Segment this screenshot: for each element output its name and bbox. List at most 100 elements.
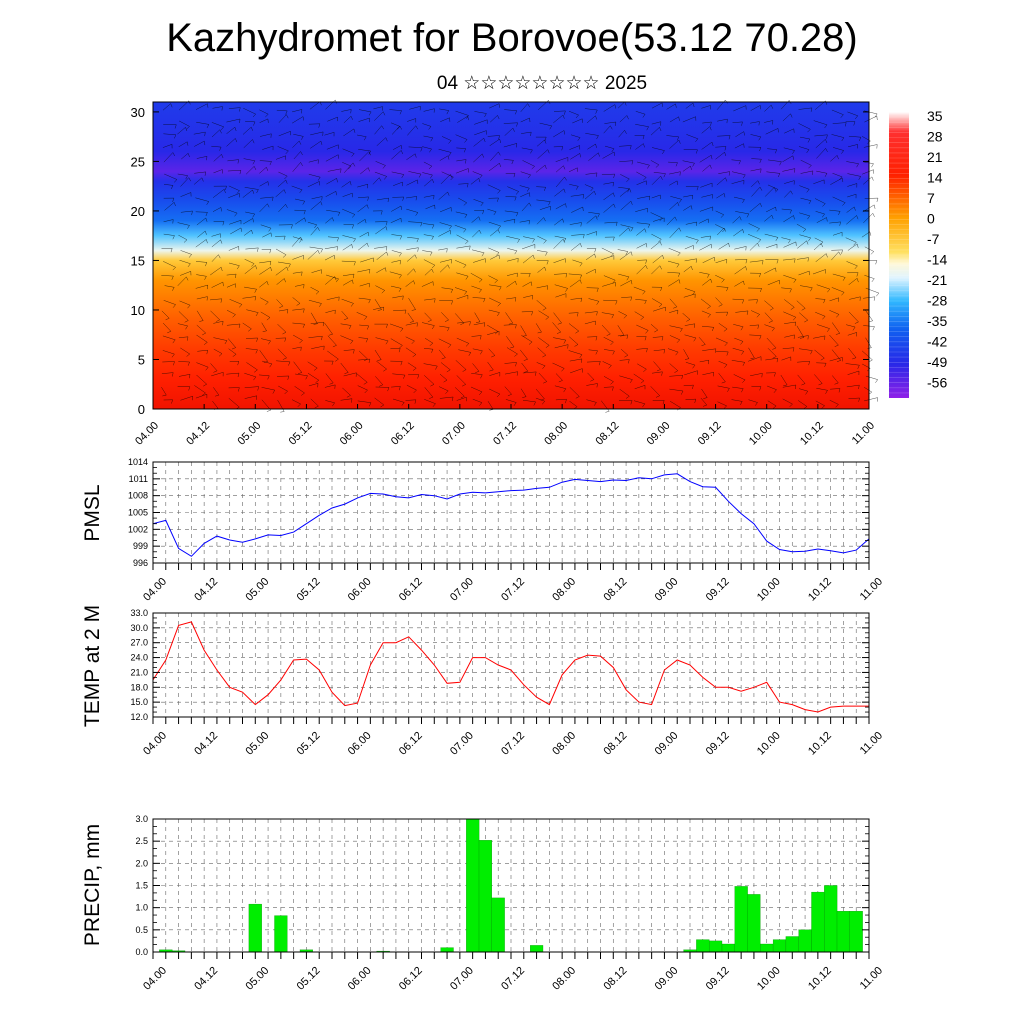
wind-barb: [847, 243, 858, 251]
wind-barb: [259, 109, 269, 115]
wind-barb: [700, 397, 707, 406]
wind-barb-flag: [582, 206, 584, 212]
wind-barb: [325, 400, 335, 404]
wind-barb: [846, 261, 858, 267]
wind-barb: [750, 310, 760, 315]
wind-barb-flag: [756, 228, 760, 232]
wind-barb-flag: [204, 171, 207, 176]
wind-barb-flag: [344, 318, 348, 321]
wind-barb: [700, 235, 711, 238]
wind-barb: [588, 298, 599, 302]
wind-barb: [783, 274, 797, 280]
wind-barb: [458, 197, 467, 204]
wind-barb: [324, 255, 335, 261]
wind-barb-flag: [479, 391, 483, 396]
wind-barb-flag: [368, 299, 371, 304]
wind-barb-flag: [773, 187, 777, 192]
wind-barb-flag: [721, 381, 726, 384]
wind-barb-flag: [834, 382, 839, 385]
wind-barb: [784, 190, 791, 198]
wind-barb: [243, 139, 253, 148]
wind-barb-flag: [630, 296, 632, 301]
wind-barb-flag: [250, 127, 254, 131]
wind-barb: [617, 334, 628, 337]
precip-x-tick-label: 06.00: [346, 965, 374, 993]
wind-barb-flag: [337, 154, 340, 159]
wind-barb-flag: [284, 337, 287, 342]
wind-barb: [699, 272, 710, 275]
wind-barb: [423, 161, 433, 167]
wind-barb-flag: [446, 369, 451, 373]
wind-barb: [718, 322, 728, 330]
wind-barb-flag: [852, 326, 856, 331]
wind-barb: [311, 345, 325, 349]
wind-barb-flag: [231, 347, 236, 350]
wind-barb: [177, 222, 190, 226]
wind-barb: [650, 386, 660, 396]
wind-barb-flag: [549, 125, 553, 130]
wind-barb: [376, 197, 389, 201]
wind-barb: [244, 265, 256, 274]
wind-barb-flag: [792, 347, 795, 352]
wind-barb-flag: [378, 177, 382, 182]
wind-barb-flag: [445, 390, 449, 394]
wind-barb-flag: [385, 340, 389, 345]
wind-barb-flag: [414, 399, 417, 404]
wind-barb-flag: [662, 400, 665, 405]
wind-barb-flag: [582, 194, 585, 199]
wind-barb-flag: [856, 215, 859, 220]
wind-barb-flag: [523, 359, 528, 361]
wind-barb: [245, 348, 258, 351]
wind-barb-flag: [283, 236, 286, 240]
wind-barb-flag: [460, 395, 465, 399]
wind-barb: [601, 255, 614, 261]
wind-barb: [210, 310, 220, 320]
wind-barb: [637, 259, 647, 261]
wind-barb: [424, 375, 435, 385]
wind-barb-flag: [709, 235, 711, 240]
wind-barb: [358, 297, 371, 300]
wind-barb: [831, 322, 841, 334]
wind-barb: [814, 134, 828, 137]
wind-barb-flag: [876, 292, 880, 297]
wind-barb: [456, 245, 471, 249]
wind-barb-flag: [793, 317, 796, 321]
wind-barb-flag: [507, 394, 512, 397]
wind-barb: [324, 384, 336, 388]
wind-barb-flag: [825, 148, 828, 153]
wind-barb: [521, 334, 533, 343]
wind-barb: [228, 107, 241, 109]
wind-barb-flag: [838, 388, 841, 393]
wind-barb: [196, 121, 209, 125]
wind-barb: [601, 173, 615, 175]
wind-barb: [226, 323, 241, 326]
wind-barb-flag: [711, 327, 715, 332]
wind-barb: [685, 102, 694, 109]
precip-x-tick-label: 04.00: [141, 965, 169, 993]
wind-barb-flag: [678, 227, 682, 232]
wind-barb-flag: [544, 266, 547, 271]
wind-barb-flag: [340, 168, 342, 173]
wind-barb-flag: [350, 116, 353, 120]
wind-barb-flag: [402, 196, 405, 201]
wind-barb: [503, 218, 515, 222]
wind-barb-flag: [516, 371, 518, 376]
wind-barb: [389, 109, 402, 111]
wind-barb: [242, 322, 252, 330]
precip-grid: [153, 819, 869, 952]
wind-barb: [310, 131, 324, 136]
wind-barb: [178, 141, 188, 148]
wind-barb: [490, 254, 500, 260]
wind-barb-flag: [528, 202, 532, 207]
wind-barb-flag: [777, 173, 781, 178]
wind-barb-flag: [172, 152, 176, 157]
wind-barb: [196, 274, 207, 277]
wind-barb-flag: [769, 308, 774, 311]
wind-barb-flag: [432, 403, 436, 407]
wind-barb: [863, 213, 873, 224]
wind-barb: [457, 115, 468, 123]
wind-barb: [520, 192, 530, 198]
wind-barb: [521, 362, 529, 372]
wind-barb: [686, 134, 698, 140]
wind-barb: [735, 211, 749, 215]
